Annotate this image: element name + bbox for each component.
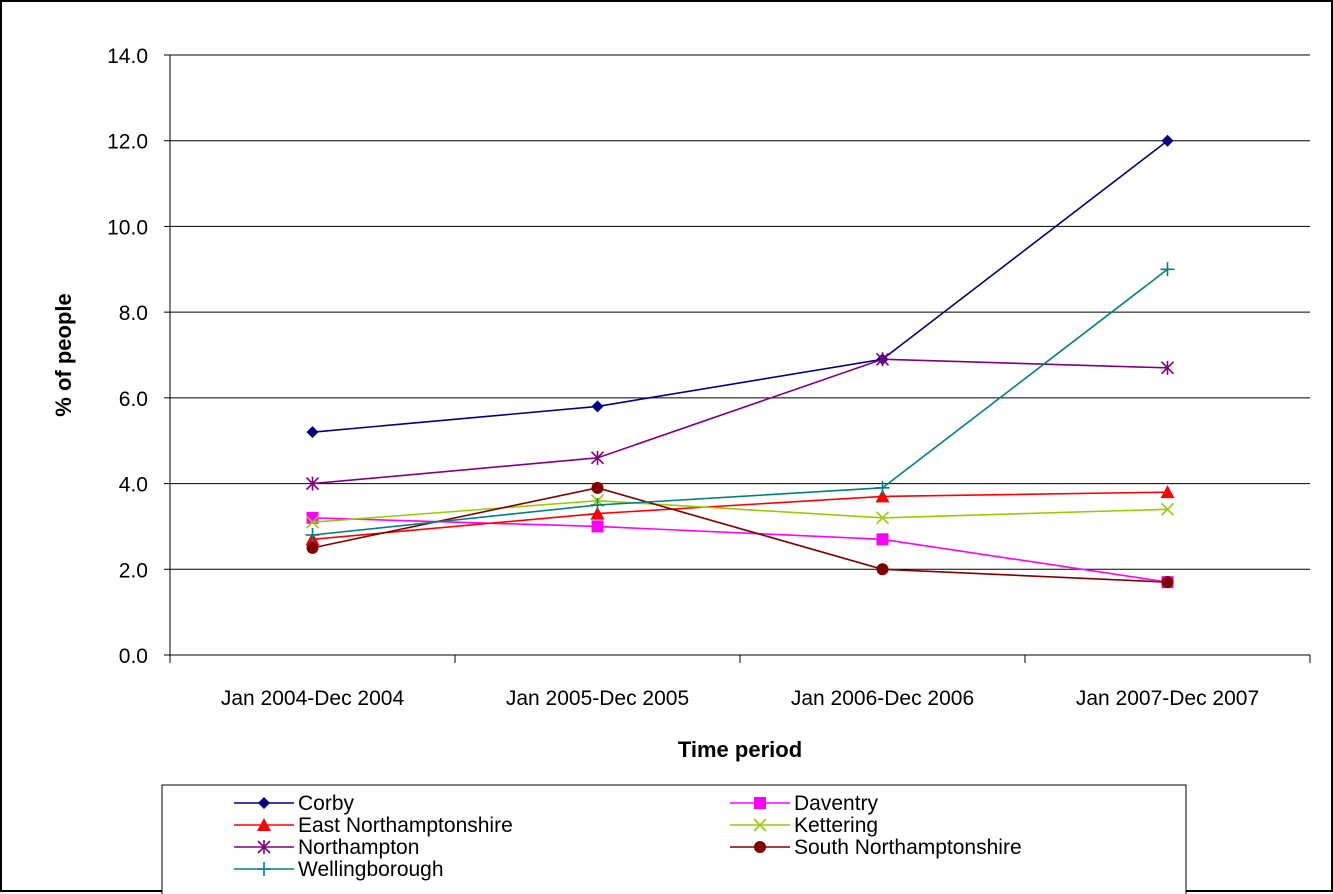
series-corby (306, 134, 1174, 439)
y-tick-label: 8.0 (119, 302, 148, 325)
legend-swatch-marker (753, 818, 767, 832)
legend-item-east-northamptonshire: East Northamptonshire (234, 814, 513, 837)
x-tick-label: Jan 2005-Dec 2005 (506, 687, 689, 710)
series-line-east-northamptonshire (312, 491, 1168, 541)
legend-label: Northampton (298, 836, 419, 859)
data-point-corby (306, 426, 319, 439)
legend-item-kettering: Kettering (730, 814, 878, 837)
series-northampton (305, 352, 1175, 491)
legend-label: South Northamptonshire (794, 836, 1022, 859)
y-tick-label: 2.0 (119, 559, 148, 582)
legend-swatch-marker (257, 862, 271, 876)
legend: Corby Daventry East Northamptonshire Ketter… (161, 784, 1187, 894)
legend-item-wellingborough: Wellingborough (234, 858, 444, 881)
data-point-east-northamptonshire (1160, 485, 1175, 499)
legend-item-daventry: Daventry (730, 792, 879, 815)
series-south-northamptonshire (306, 481, 1174, 589)
data-point-northampton (1160, 360, 1175, 375)
data-point-kettering (875, 511, 890, 525)
data-point-wellingborough (590, 498, 605, 512)
y-axis-title: % of people (51, 293, 76, 416)
data-point-south-northamptonshire (1161, 576, 1174, 589)
legend-label: Daventry (794, 792, 879, 815)
y-tick-label: 14.0 (107, 45, 148, 68)
axes: 0.0 2.0 4.0 6.0 8.0 10.0 12.0 14.0 Jan 2004-Dec … (107, 45, 1311, 710)
series-line-wellingborough (312, 268, 1168, 536)
x-tick-label: Jan 2006-Dec 2006 (791, 687, 974, 710)
series-line-daventry (312, 517, 1168, 583)
data-point-daventry (591, 520, 604, 533)
series-line-northampton (312, 358, 1168, 485)
x-tick-label: Jan 2004-Dec 2004 (221, 687, 405, 710)
legend-label: Corby (298, 792, 355, 815)
data-point-wellingborough (875, 480, 890, 495)
series-line-corby (312, 140, 1168, 433)
y-tick-label: 12.0 (107, 131, 148, 154)
data-point-daventry (876, 533, 889, 546)
data-point-south-northamptonshire (876, 563, 889, 576)
series-group (305, 134, 1175, 589)
grid-lines (170, 54, 1310, 570)
data-point-northampton (590, 450, 605, 465)
data-point-wellingborough (1160, 262, 1175, 277)
data-point-south-northamptonshire (306, 541, 319, 554)
legend-label: East Northamptonshire (298, 814, 513, 837)
x-tick-label: Jan 2007-Dec 2007 (1076, 687, 1259, 710)
series-line-kettering (312, 499, 1168, 523)
series-east-northamptonshire (305, 485, 1175, 546)
legend-swatch-marker (257, 840, 271, 854)
legend-item-south-northamptonshire: South Northamptonshire (730, 836, 1022, 859)
x-axis-title: Time period (678, 737, 802, 762)
legend-swatch-marker (754, 797, 766, 809)
series-kettering (305, 494, 1175, 529)
y-tick-label: 0.0 (119, 645, 148, 668)
data-point-wellingborough (305, 528, 320, 542)
data-point-corby (591, 400, 604, 413)
data-point-south-northamptonshire (591, 481, 604, 494)
data-point-east-northamptonshire (590, 506, 605, 520)
y-tick-label: 10.0 (107, 216, 148, 239)
series-wellingborough (305, 262, 1175, 542)
legend-item-corby: Corby (234, 792, 355, 815)
data-point-northampton (305, 476, 320, 491)
data-point-northampton (875, 352, 890, 367)
data-point-kettering (305, 515, 320, 529)
data-point-east-northamptonshire (875, 489, 890, 503)
y-tick-label: 4.0 (119, 474, 148, 497)
legend-label: Kettering (794, 814, 878, 837)
legend-swatch-marker (258, 797, 270, 809)
legend-item-northampton: Northampton (234, 836, 419, 859)
legend-swatch-marker (754, 841, 766, 853)
legend-box (161, 784, 1187, 894)
data-point-kettering (1160, 502, 1175, 516)
series-line-south-northamptonshire (312, 487, 1168, 583)
legend-label: Wellingborough (298, 858, 444, 881)
data-point-corby (1161, 134, 1174, 147)
y-tick-label: 6.0 (119, 388, 148, 411)
data-point-daventry (306, 511, 319, 524)
legend-swatch-marker (257, 818, 271, 831)
